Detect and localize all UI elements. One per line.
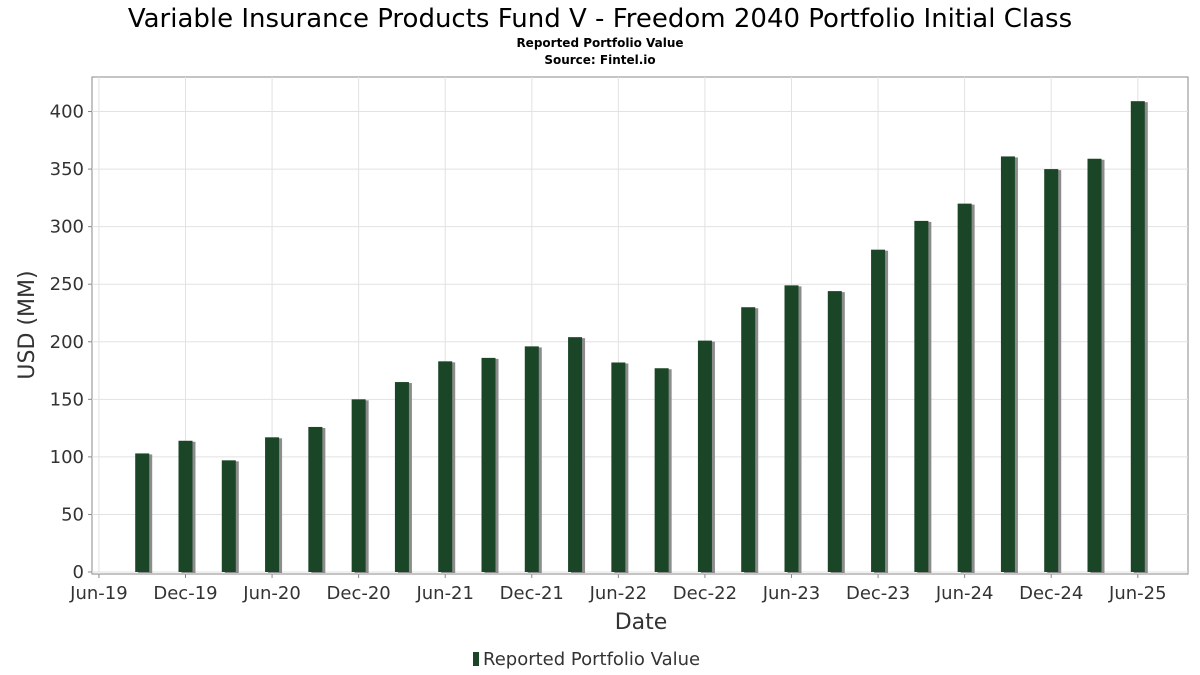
bar-fill [135, 453, 150, 572]
legend-swatch [473, 652, 479, 666]
y-tick-label: 50 [61, 504, 84, 525]
bar-fill [1087, 158, 1102, 573]
legend: Reported Portfolio Value [473, 649, 700, 670]
x-tick-label: Jun-21 [415, 583, 474, 604]
bar [308, 426, 326, 573]
bar-fill [481, 357, 496, 572]
bar-fill [784, 285, 799, 572]
bar [481, 357, 499, 573]
bar-fill [871, 249, 886, 572]
plot-area [91, 76, 1189, 575]
x-axis-ticks: Jun-19 Dec-19 Jun-20 Dec-20 Jun-21 Dec-21 Jun-… [69, 574, 1167, 604]
bar-fill [221, 460, 236, 572]
y-tick-label: 150 [50, 389, 84, 410]
bar [221, 460, 239, 573]
bar-fill [1000, 156, 1015, 572]
x-tick-label: Jun-24 [935, 583, 994, 604]
bar-fill [611, 362, 626, 572]
bar [957, 203, 975, 573]
bar [524, 346, 542, 573]
x-tick-label: Dec-20 [327, 583, 391, 604]
bar [741, 307, 759, 573]
bar [697, 340, 715, 573]
bar [265, 437, 283, 573]
bar [351, 399, 369, 573]
bar-fill [1044, 169, 1059, 572]
y-tick-label: 0 [73, 562, 84, 583]
x-axis-label: Date [615, 610, 668, 635]
x-tick-label: Jun-23 [762, 583, 821, 604]
x-tick-label: Dec-24 [1019, 583, 1083, 604]
y-tick-label: 250 [50, 274, 84, 295]
x-tick-label: Jun-19 [69, 583, 128, 604]
bar [914, 220, 932, 573]
y-axis-label: USD (MM) [15, 270, 40, 379]
x-tick-label: Jun-22 [589, 583, 648, 604]
bar [1130, 101, 1148, 574]
bar-fill [308, 426, 323, 572]
bar [1087, 158, 1105, 574]
y-tick-label: 400 [50, 102, 84, 123]
bar-fill [697, 340, 712, 572]
y-tick-label: 350 [50, 159, 84, 180]
chart-subtitle: Reported Portfolio Value [516, 36, 683, 50]
bar [1044, 169, 1062, 573]
x-tick-label: Dec-21 [500, 583, 564, 604]
x-tick-label: Jun-20 [242, 583, 301, 604]
bar-fill [524, 346, 539, 572]
bar [178, 440, 196, 573]
y-tick-label: 300 [50, 217, 84, 238]
y-axis-ticks: 0 50 100 150 200 250 300 350 400 [50, 102, 92, 583]
bar-fill [957, 203, 972, 572]
chart-title: Variable Insurance Products Fund V - Fre… [128, 4, 1072, 34]
bar [394, 382, 412, 573]
bar [1000, 156, 1018, 573]
bar-fill [654, 368, 669, 572]
bar-fill [394, 382, 409, 572]
bar-fill [265, 437, 280, 572]
bar [568, 337, 586, 573]
legend-label: Reported Portfolio Value [483, 649, 700, 670]
x-tick-label: Dec-23 [846, 583, 910, 604]
bar [611, 362, 629, 573]
bar [438, 361, 456, 573]
bar-fill [178, 440, 193, 572]
y-tick-label: 100 [50, 447, 84, 468]
bar [871, 249, 889, 573]
bar [135, 453, 153, 573]
x-tick-label: Dec-19 [153, 583, 217, 604]
bar-fill [827, 291, 842, 572]
bar-fill [914, 220, 929, 572]
bar-fill [741, 307, 756, 572]
x-tick-label: Dec-22 [673, 583, 737, 604]
x-tick-label: Jun-25 [1108, 583, 1167, 604]
bar [827, 291, 845, 573]
bar [784, 285, 802, 573]
bar-fill [1130, 101, 1145, 573]
bar-fill [438, 361, 453, 572]
bars [135, 101, 1148, 574]
bar-fill [568, 337, 583, 572]
bar [654, 368, 672, 573]
bar-fill [351, 399, 366, 572]
chart-source: Source: Fintel.io [544, 53, 655, 67]
y-tick-label: 200 [50, 332, 84, 353]
